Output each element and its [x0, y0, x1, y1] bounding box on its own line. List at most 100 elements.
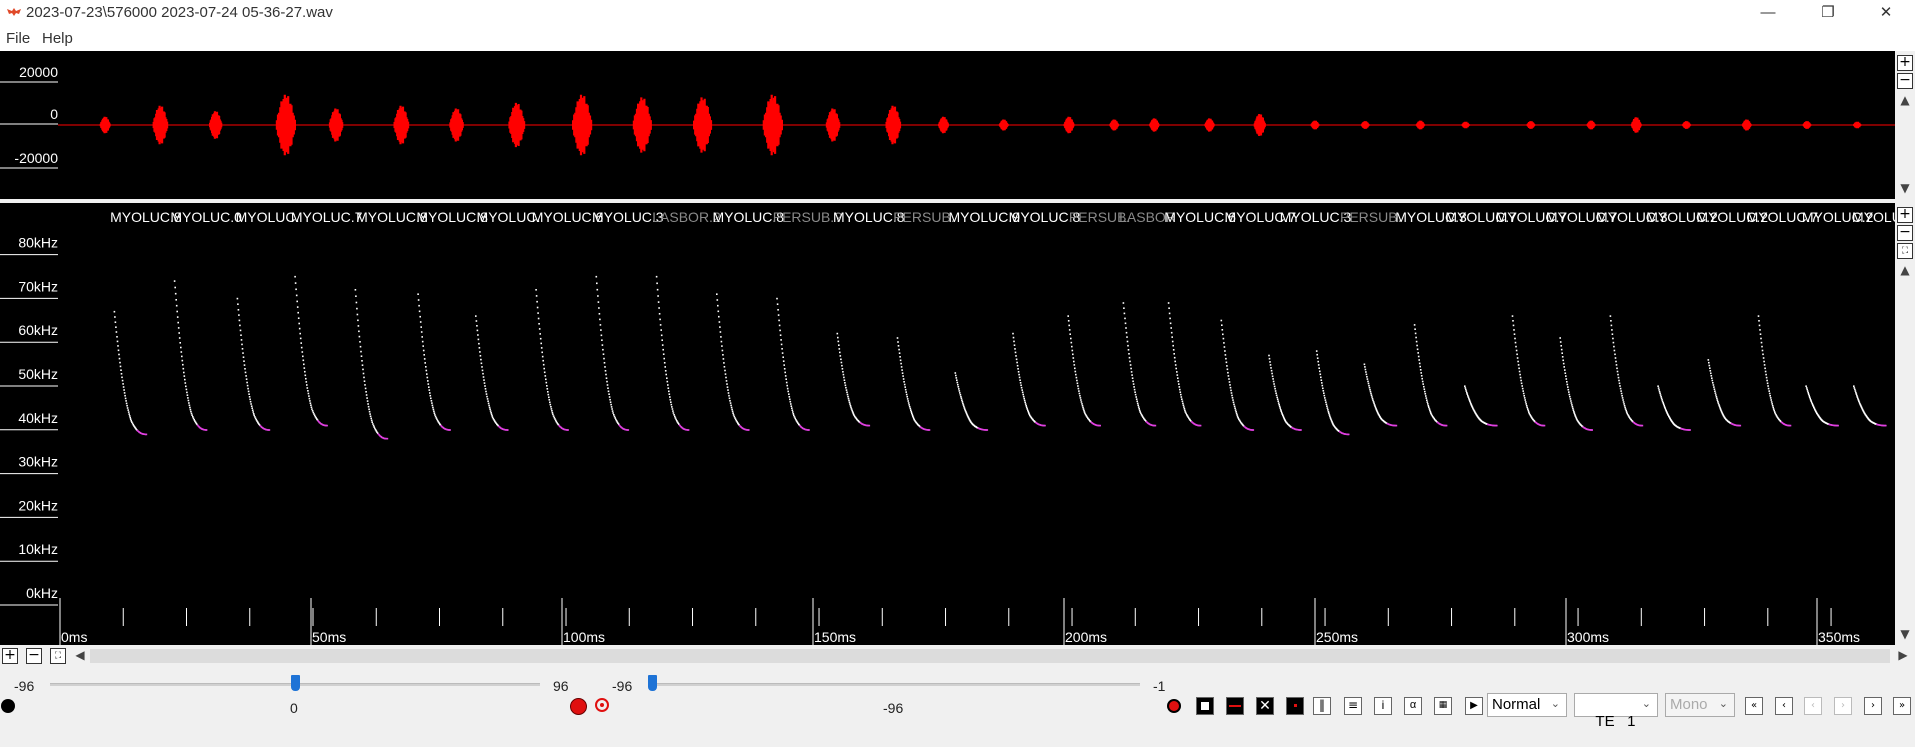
list-tool-icon[interactable]: ≡: [1344, 697, 1362, 715]
zoom-in-time-button[interactable]: +: [2, 648, 18, 664]
spectrogram-panel[interactable]: 80kHz 70kHz 60kHz 50kHz 40kHz 30kHz 20kHz 10kHz…: [0, 203, 1895, 645]
bat-call: [954, 372, 989, 431]
spectrogram-y-tick-label: 10kHz: [18, 541, 58, 557]
species-label: PERSUB.: [1340, 209, 1401, 225]
mode-select[interactable]: Normal ⌄: [1487, 693, 1567, 717]
bat-call: [655, 275, 690, 431]
spectrogram-y-tick-label: 30kHz: [18, 454, 58, 470]
bat-call: [354, 289, 389, 440]
minimize-button[interactable]: —: [1760, 4, 1776, 21]
first-page-icon[interactable]: «: [1745, 697, 1763, 715]
record-button-icon[interactable]: [1167, 699, 1181, 713]
info-tool-icon[interactable]: i: [1374, 697, 1392, 715]
species-label: MYOLUC.3: [592, 209, 664, 225]
waveform-burst: [693, 97, 713, 153]
waveform-burst: [1063, 116, 1075, 134]
te-select[interactable]: TE 1 ⌄: [1574, 693, 1658, 730]
control-bar: -96 96 0 -96 -1 -96 ✕ ‖ ≡ i α ▦ ▶ Normal…: [0, 667, 1915, 731]
spectrogram-y-tick-label: 70kHz: [18, 278, 58, 294]
waveform-burst: [1360, 121, 1370, 129]
time-tick-label: 350ms: [1818, 629, 1860, 645]
slider2-track[interactable]: [648, 683, 1140, 686]
waveform-burst: [1802, 121, 1812, 129]
waveform-burst: [572, 94, 593, 156]
bat-call: [535, 289, 569, 431]
bat-call: [1413, 324, 1448, 427]
slider2-thumb[interactable]: [648, 675, 657, 691]
play-red-icon[interactable]: [570, 698, 587, 715]
fit-time-button[interactable]: ⛶: [50, 648, 66, 664]
prev-file-icon[interactable]: ‹: [1804, 697, 1822, 715]
next-page-icon[interactable]: ›: [1864, 697, 1882, 715]
record-dot-icon[interactable]: [1, 699, 15, 713]
restore-button[interactable]: ❐: [1821, 4, 1835, 21]
channel-select[interactable]: Mono ⌄: [1665, 693, 1735, 717]
bat-call: [1363, 363, 1398, 427]
waveform-burst: [1310, 120, 1320, 130]
zoom-out-frequency-button[interactable]: −: [1897, 225, 1913, 241]
prev-page-icon[interactable]: ‹: [1775, 697, 1793, 715]
bat-call: [1122, 302, 1157, 427]
next-file-icon[interactable]: ›: [1834, 697, 1852, 715]
close-button[interactable]: ✕: [1879, 4, 1893, 21]
slider1-max-label: 96: [553, 678, 569, 694]
scroll-up-arrow-icon[interactable]: ▲: [1900, 263, 1910, 277]
waveform-burst: [99, 116, 111, 134]
bat-call: [1757, 315, 1792, 427]
menu-file[interactable]: File: [6, 30, 31, 47]
waveform-burst: [762, 94, 783, 156]
waveform-burst: [1852, 121, 1862, 129]
spectrogram-side-toolbar: + − ⛶ ▲ ▼: [1895, 203, 1915, 645]
scroll-left-arrow-icon[interactable]: ◀: [75, 648, 85, 662]
alpha-tool-icon[interactable]: α: [1404, 697, 1422, 715]
chevron-down-icon: ⌄: [1550, 697, 1560, 710]
bat-call: [836, 332, 871, 427]
waveform-tool-icon[interactable]: [1226, 697, 1244, 715]
scroll-down-arrow-icon[interactable]: ▼: [1900, 627, 1910, 641]
bat-call: [294, 275, 328, 427]
waveform-panel[interactable]: 20000 0 -20000: [0, 51, 1895, 199]
slider1-thumb[interactable]: [291, 675, 300, 691]
time-tick-label: 200ms: [1065, 629, 1107, 645]
fit-frequency-button[interactable]: ⛶: [1897, 243, 1913, 259]
scroll-right-arrow-icon[interactable]: ▶: [1898, 648, 1908, 662]
play-tool-icon[interactable]: ▶: [1465, 697, 1483, 715]
loop-red-icon[interactable]: [595, 698, 609, 712]
bat-call: [716, 293, 750, 431]
scroll-up-arrow-icon[interactable]: ▲: [1900, 93, 1910, 107]
species-label: MYOLUC.3: [1596, 209, 1668, 225]
waveform-burst: [1586, 120, 1596, 130]
spectrogram-y-tick-label: 40kHz: [18, 410, 58, 426]
species-label: MYOLUC.2: [1646, 209, 1718, 225]
species-label: MYOLUC.8: [833, 209, 905, 225]
time-scroll-track[interactable]: [90, 649, 1890, 663]
species-label: MYOLUC.8: [110, 209, 182, 225]
waveform-burst: [508, 102, 526, 148]
bat-call: [1167, 302, 1202, 427]
scroll-down-arrow-icon[interactable]: ▼: [1900, 181, 1910, 195]
species-label: MYOLUC.7: [1496, 209, 1568, 225]
last-page-icon[interactable]: »: [1893, 697, 1911, 715]
species-label: MYOLUC.8: [1009, 209, 1081, 225]
species-label: MYOLUC.6: [1164, 209, 1236, 225]
waveform-burst: [209, 111, 223, 139]
time-tick-label: 50ms: [312, 629, 346, 645]
zoom-in-amplitude-button[interactable]: +: [1897, 55, 1913, 71]
cross-tool-icon[interactable]: ✕: [1256, 697, 1274, 715]
dots-tool-icon[interactable]: [1286, 697, 1304, 715]
zoom-out-time-button[interactable]: −: [26, 648, 42, 664]
slider2-max-label: -1: [1153, 678, 1166, 694]
menu-help[interactable]: Help: [42, 30, 73, 47]
bat-call: [1707, 359, 1742, 427]
bat-call: [1268, 354, 1302, 431]
bat-call: [1012, 332, 1046, 427]
columns-tool-icon[interactable]: ‖: [1313, 697, 1331, 715]
spectrogram-y-tick-label: 80kHz: [18, 235, 58, 251]
stop-tool-icon[interactable]: [1196, 697, 1214, 715]
chevron-down-icon: ⌄: [1718, 697, 1728, 710]
zoom-in-frequency-button[interactable]: +: [1897, 207, 1913, 223]
grid-tool-icon[interactable]: ▦: [1434, 697, 1452, 715]
waveform-burst: [1526, 121, 1536, 129]
bat-call: [1220, 319, 1255, 431]
zoom-out-amplitude-button[interactable]: −: [1897, 73, 1913, 89]
